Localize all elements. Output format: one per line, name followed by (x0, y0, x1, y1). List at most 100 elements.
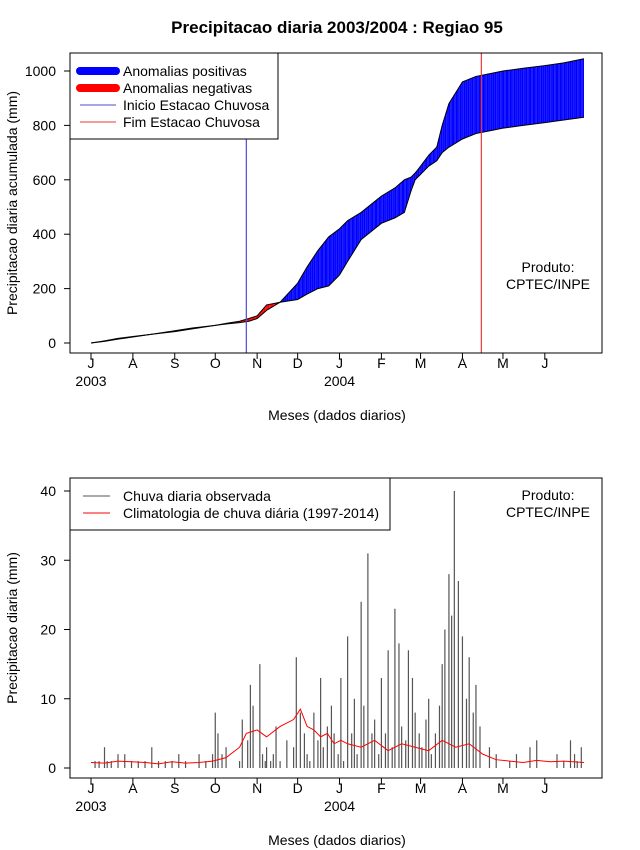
positive-anomaly-segment (570, 61, 572, 120)
positive-anomaly-segment (559, 63, 562, 121)
positive-anomaly-segment (452, 94, 455, 145)
positive-anomaly-segment (304, 269, 306, 296)
positive-anomaly-segment (359, 212, 362, 242)
positive-anomaly-segment (443, 116, 445, 152)
positive-anomaly-segment (354, 215, 356, 251)
positive-anomaly-segment (516, 69, 518, 127)
positive-anomaly-segment (407, 178, 409, 204)
positive-anomaly-segment (390, 189, 393, 220)
positive-anomaly-segment (324, 240, 327, 287)
positive-anomaly-segment (496, 72, 498, 130)
positive-anomaly-segment (482, 74, 485, 133)
positive-anomaly-segment (434, 148, 436, 163)
month-tick-label: J (88, 355, 95, 371)
positive-anomaly-segment (440, 125, 443, 155)
daily-chart: 0 10 20 30 40 J A S O N D J F M A M J 2003 2004 Meses (da… (4, 477, 603, 848)
positive-anomaly-segment (309, 260, 312, 293)
y-tick-label: 0 (48, 760, 56, 776)
positive-anomaly-segment (315, 252, 317, 290)
positive-anomaly-segment (444, 112, 447, 151)
positive-anomaly-segment (374, 200, 376, 229)
positive-anomaly-segment (361, 211, 363, 240)
product-label: Produto: (522, 259, 575, 275)
positive-anomaly-segment (386, 192, 389, 222)
positive-anomaly-segment (313, 254, 316, 291)
positive-anomaly-segment (544, 65, 547, 123)
positive-anomaly-segment (512, 69, 514, 127)
positive-anomaly-segment (489, 73, 491, 131)
positive-anomaly-segment (509, 69, 512, 128)
positive-anomaly-segment (485, 74, 487, 132)
positive-anomaly-segment (357, 214, 359, 247)
positive-anomaly-segment (574, 60, 576, 119)
positive-anomaly-segment (288, 291, 290, 301)
y-tick-label: 1000 (25, 63, 56, 79)
positive-anomaly-segment (396, 185, 398, 218)
climatology-accumulated-line (90, 116, 585, 344)
positive-anomaly-segment (565, 62, 567, 120)
positive-anomaly-segment (388, 191, 390, 221)
positive-anomaly-segment (520, 68, 522, 126)
positive-anomaly-segment (358, 213, 360, 244)
positive-anomaly-segment (577, 59, 579, 119)
positive-anomaly-segment (385, 192, 387, 222)
month-tick-label: F (377, 780, 386, 796)
positive-anomaly-segment (419, 166, 421, 176)
positive-anomaly-segment (334, 231, 336, 281)
product-source: CPTEC/INPE (506, 276, 590, 292)
positive-anomaly-segment (521, 68, 524, 126)
positive-anomaly-segment (330, 234, 332, 285)
positive-anomaly-segment (497, 71, 499, 130)
positive-anomaly-segment (550, 64, 552, 122)
positive-anomaly-segment (293, 286, 295, 301)
month-tick-label: S (170, 780, 179, 796)
climatology-daily-line (90, 708, 585, 765)
month-tick-label: M (497, 355, 509, 371)
positive-anomaly-segment (528, 67, 530, 125)
positive-anomaly-segment (540, 65, 543, 124)
month-tick-label: O (210, 355, 221, 371)
positive-anomaly-segment (305, 266, 308, 295)
positive-anomaly-segment (343, 223, 345, 269)
positive-anomaly-segment (535, 66, 537, 124)
positive-anomaly-segment (582, 58, 584, 118)
positive-anomaly-segment (448, 101, 451, 148)
positive-anomaly-segment (299, 278, 301, 299)
positive-anomaly-segment (486, 73, 489, 132)
positive-anomaly-segment (542, 65, 544, 124)
positive-anomaly-segment (370, 203, 372, 233)
positive-anomaly-segment (466, 79, 468, 138)
positive-anomaly-segment (308, 262, 310, 294)
positive-anomaly-segment (573, 60, 575, 119)
positive-anomaly-segment (450, 99, 452, 147)
positive-anomaly-segment (420, 164, 422, 175)
positive-anomaly-segment (578, 59, 580, 118)
positive-anomaly-segment (478, 75, 480, 134)
positive-anomaly-segment (547, 64, 549, 123)
positive-anomaly-segment (467, 79, 470, 137)
legend-entry: Climatologia de chuva diária (1997-2014) (123, 505, 379, 521)
positive-anomaly-segment (524, 67, 526, 126)
positive-anomaly-segment (459, 84, 462, 141)
positive-anomaly-segment (371, 202, 374, 231)
positive-anomaly-segment (367, 205, 370, 235)
y-tick-label: 200 (33, 281, 57, 297)
positive-anomaly-segment (543, 65, 545, 123)
positive-anomaly-segment (529, 67, 532, 125)
positive-anomaly-segment (552, 64, 555, 122)
positive-anomaly-segment (312, 256, 314, 292)
month-tick-label: J (336, 355, 343, 371)
month-tick-label: N (252, 780, 262, 796)
month-tick-label: A (128, 780, 138, 796)
positive-anomaly-segment (579, 59, 582, 118)
positive-anomaly-segment (296, 283, 298, 300)
positive-anomaly-segment (555, 63, 557, 122)
y-tick-label: 40 (40, 483, 56, 499)
positive-anomaly-segment (297, 280, 300, 300)
positive-anomaly-segment (527, 67, 529, 125)
positive-anomaly-segment (505, 70, 508, 128)
positive-anomaly-segment (398, 183, 401, 216)
positive-anomaly-segment (525, 67, 528, 126)
positive-anomaly-segment (473, 76, 475, 135)
positive-anomaly-segment (289, 290, 291, 301)
